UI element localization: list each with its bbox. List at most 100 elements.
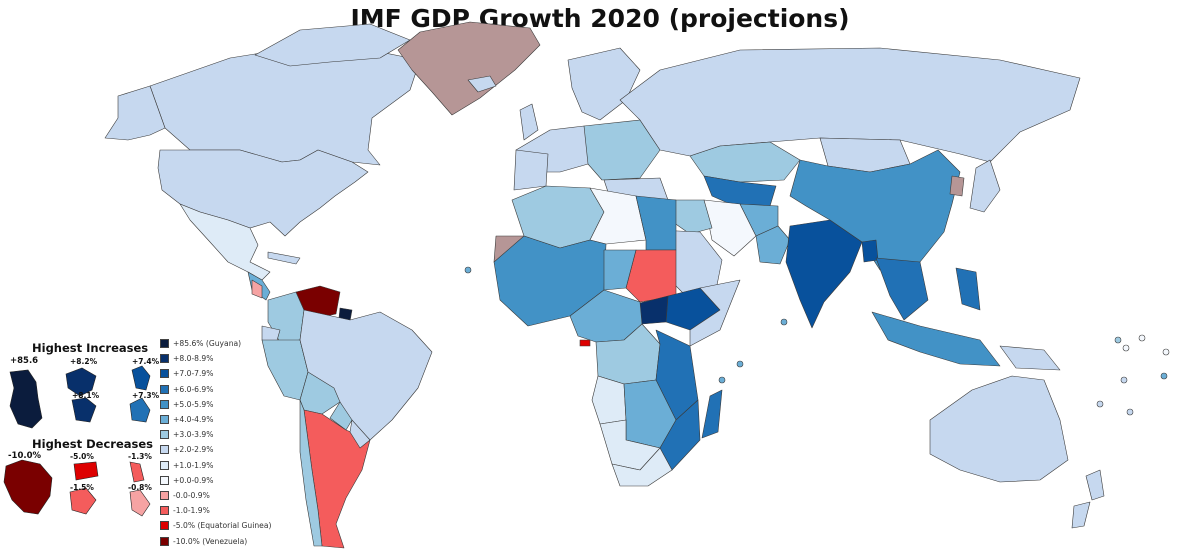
legend-label: +3.0-3.9%	[173, 430, 214, 440]
legend-label: +85.6% (Guyana)	[173, 339, 242, 349]
legend-label: +8.0-8.9%	[173, 354, 214, 364]
region-cuba	[267, 251, 301, 265]
legend-item: +6.0-6.9%	[160, 382, 271, 397]
island-dot	[1162, 348, 1170, 356]
island-dot	[1160, 372, 1168, 380]
legend-label: -1.0-1.9%	[173, 506, 210, 516]
region-new-guinea	[999, 345, 1061, 371]
decrease-value-2: -5.0%	[70, 452, 94, 461]
legend-label: -5.0% (Equatorial Guinea)	[173, 521, 272, 531]
island-dot	[464, 266, 472, 274]
increase-value-1: +85.6	[10, 356, 39, 366]
region-south-africa	[611, 447, 673, 487]
legend-item: -0.0-0.9%	[160, 488, 271, 503]
region-indonesia	[871, 311, 1001, 367]
island-dot	[718, 376, 726, 384]
shape-decrease-4	[69, 487, 97, 515]
island-dot	[736, 360, 744, 368]
legend-item: +5.0-5.9%	[160, 397, 271, 412]
region-nicaragua	[251, 279, 263, 299]
decrease-value-4: -1.5%	[70, 483, 94, 492]
legend-item: +8.0-8.9%	[160, 351, 271, 366]
legend-swatch	[160, 430, 169, 440]
decrease-value-1: -10.0%	[8, 451, 42, 461]
legend-item: -5.0% (Equatorial Guinea)	[160, 518, 271, 533]
region-korea	[949, 175, 965, 197]
shape-guyana	[9, 369, 43, 429]
legend-item: +3.0-3.9%	[160, 427, 271, 442]
region-australia	[929, 375, 1069, 483]
island-dot	[1126, 408, 1134, 416]
region-japan	[969, 159, 1001, 213]
legend-swatch	[160, 354, 169, 364]
legend-label: +5.0-5.9%	[173, 399, 214, 409]
region-greenland	[397, 21, 541, 116]
region-philippines	[955, 267, 981, 311]
region-uruguay	[349, 419, 371, 449]
highest-decreases-heading: Highest Decreases	[32, 437, 154, 451]
legend-item: +0.0-0.9%	[160, 473, 271, 488]
region-usa	[157, 149, 369, 237]
legend-swatch	[160, 369, 169, 379]
region-mainland-se-asia	[875, 257, 929, 321]
island-dot	[780, 318, 788, 326]
legend-item: +85.6% (Guyana)	[160, 336, 271, 351]
region-pakistan	[755, 225, 791, 265]
region-mozambique	[659, 399, 701, 471]
increase-value-3: +7.4%	[132, 357, 160, 366]
legend-item: +1.0-1.9%	[160, 458, 271, 473]
legend-label: +4.0-4.9%	[173, 415, 214, 425]
legend-swatch	[160, 399, 169, 409]
legend-swatch	[160, 490, 169, 500]
region-chile	[299, 399, 323, 547]
decrease-value-5: -0.8%	[128, 483, 152, 492]
region-iberia	[513, 149, 549, 191]
region-new-zealand	[1071, 469, 1105, 529]
region-india	[785, 219, 863, 329]
legend-swatch	[160, 384, 169, 394]
legend-swatch	[160, 506, 169, 516]
island-dot	[1120, 376, 1128, 384]
island-dot	[1122, 344, 1130, 352]
legend-swatch	[160, 339, 169, 349]
island-dot	[1114, 336, 1122, 344]
highest-increases-heading: Highest Increases	[32, 341, 149, 355]
legend-label: +2.0-2.9%	[173, 445, 214, 455]
legend-item: +4.0-4.9%	[160, 412, 271, 427]
legend-label: +6.0-6.9%	[173, 384, 214, 394]
legend-swatch	[160, 536, 169, 546]
region-russia	[619, 47, 1081, 163]
legend-item: -1.0-1.9%	[160, 503, 271, 518]
region-uk	[519, 103, 539, 141]
island-markers	[464, 266, 1170, 416]
increase-value-5: +7.3%	[132, 391, 160, 400]
legend-swatch	[160, 415, 169, 425]
legend-label: +7.0-7.9%	[173, 369, 214, 379]
region-china	[789, 149, 961, 271]
region-iran	[703, 199, 757, 257]
legend-swatch	[160, 445, 169, 455]
legend-item: +2.0-2.9%	[160, 442, 271, 457]
region-chad	[603, 249, 637, 291]
island-dot	[1096, 400, 1104, 408]
legend-swatch	[160, 460, 169, 470]
increase-shapes	[9, 365, 151, 429]
shape-venezuela	[3, 459, 53, 515]
legend-label: -10.0% (Venezuela)	[173, 536, 248, 546]
region-madagascar	[701, 389, 723, 439]
region-alaska	[104, 85, 166, 141]
legend-label: -0.0-0.9%	[173, 490, 210, 500]
legend-label: +1.0-1.9%	[173, 460, 214, 470]
legend-swatch	[160, 521, 169, 531]
shape-decrease-2	[73, 461, 99, 481]
decrease-shapes	[3, 459, 151, 517]
map-title: IMF GDP Growth 2020 (projections)	[350, 4, 850, 33]
shape-increase-2	[65, 367, 97, 397]
island-dot	[1138, 334, 1146, 342]
shape-increase-3	[131, 365, 151, 391]
legend-label: +0.0-0.9%	[173, 475, 214, 485]
region-bangladesh	[861, 239, 879, 263]
legend-item: -10.0% (Venezuela)	[160, 533, 271, 548]
increase-value-4: +8.1%	[72, 391, 100, 400]
